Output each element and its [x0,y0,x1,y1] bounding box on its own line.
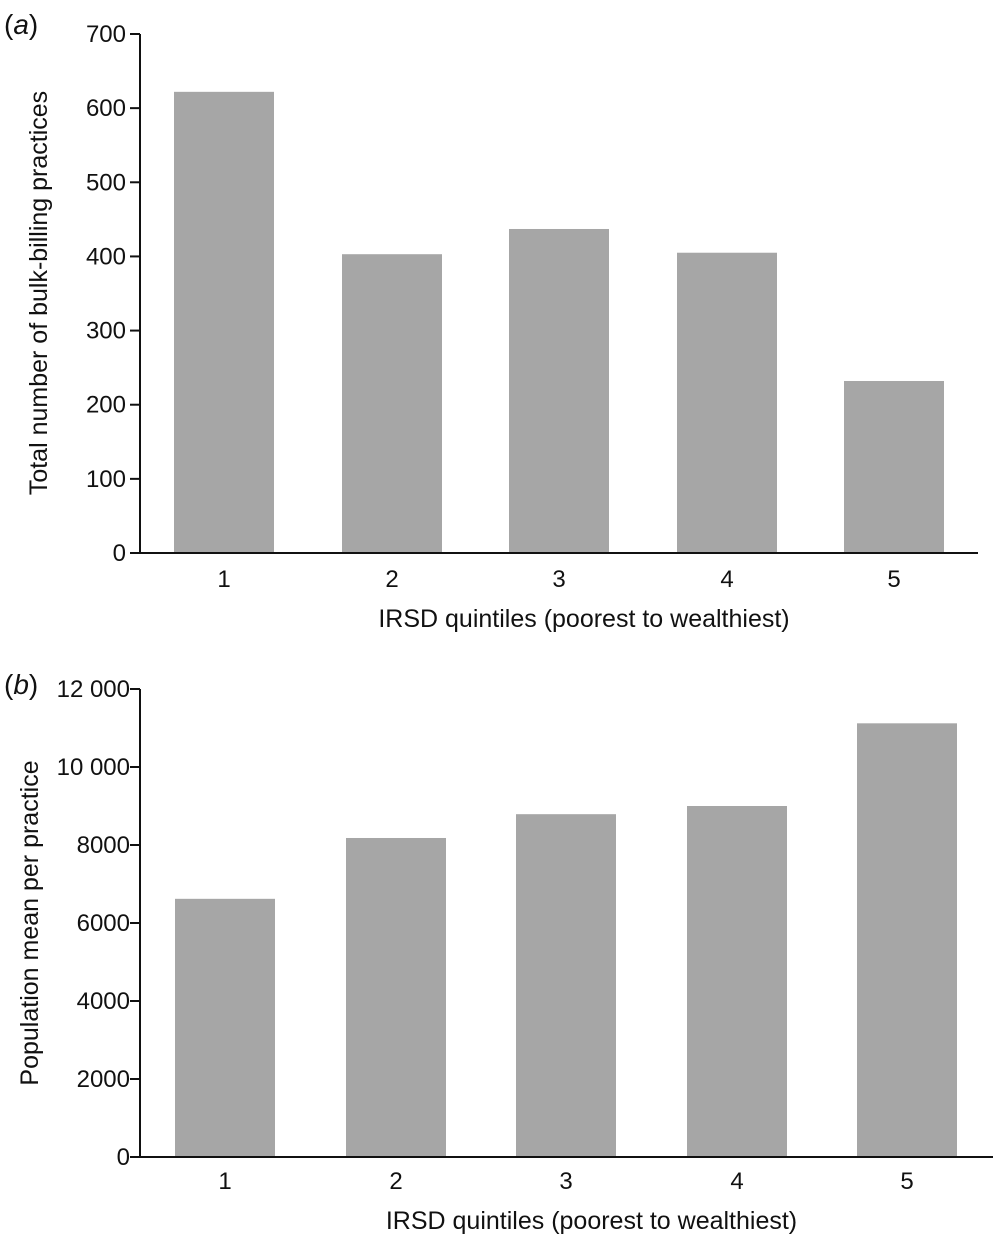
panel-label-open-paren: ( [4,9,14,40]
y-tick-label: 10 000 [57,754,130,781]
y-tick-label: 12 000 [57,676,130,703]
panel-b-chart: 0 2000 4000 6000 8000 10 000 12 000 1 2 3 4 5 IRSD q… [4,669,993,1235]
bar-3 [509,228,609,553]
bar-3 [516,814,616,1157]
x-axis-title: IRSD quintiles (poorest to wealthiest) [386,1207,797,1235]
x-tick-label: 2 [389,1168,402,1195]
y-tick-label: 0 [117,1144,130,1171]
bar-1 [175,898,275,1157]
bar-4 [687,806,787,1157]
y-tick-label: 2000 [77,1066,130,1093]
y-tick-label: 600 [86,95,126,122]
y-tick-label: 500 [86,169,126,196]
bar-1 [174,91,274,554]
panel-label-close-paren: ) [29,9,38,40]
x-tick-label: 1 [217,566,230,593]
y-tick-label: 100 [86,466,126,493]
panel-label: (a) [4,9,38,40]
x-tick-label: 1 [218,1168,231,1195]
x-tick-label: 2 [385,566,398,593]
bar-5 [857,723,957,1157]
bar-4 [677,252,777,553]
panel-label-close-paren: ) [29,669,38,700]
x-tick-label: 4 [730,1168,743,1195]
panel-label: (b) [4,669,38,700]
x-tick-label: 5 [900,1168,913,1195]
panel-label-letter: a [13,9,29,40]
panel-label-letter: b [13,669,29,700]
x-tick-label: 3 [559,1168,572,1195]
y-tick-label: 0 [113,540,126,567]
x-tick-label: 5 [887,566,900,593]
panel-a-chart: 0 100 200 300 400 500 600 700 1 2 3 4 5 IRSD quintile… [4,9,978,633]
x-tick-label: 3 [552,566,565,593]
y-axis-title: Population mean per practice [16,760,44,1085]
x-tick-label: 4 [720,566,733,593]
bar-5 [844,380,944,553]
y-tick-label: 6000 [77,910,130,937]
y-tick-label: 400 [86,243,126,270]
y-tick-label: 200 [86,392,126,419]
bar-2 [346,837,446,1157]
y-tick-label: 4000 [77,988,130,1015]
x-axis-title: IRSD quintiles (poorest to wealthiest) [378,605,789,633]
bar-2 [342,254,442,553]
y-axis-title: Total number of bulk-billing practices [25,91,53,495]
panel-label-open-paren: ( [4,669,14,700]
y-tick-label: 700 [86,21,126,48]
y-tick-label: 300 [86,318,126,345]
y-tick-label: 8000 [77,832,130,859]
